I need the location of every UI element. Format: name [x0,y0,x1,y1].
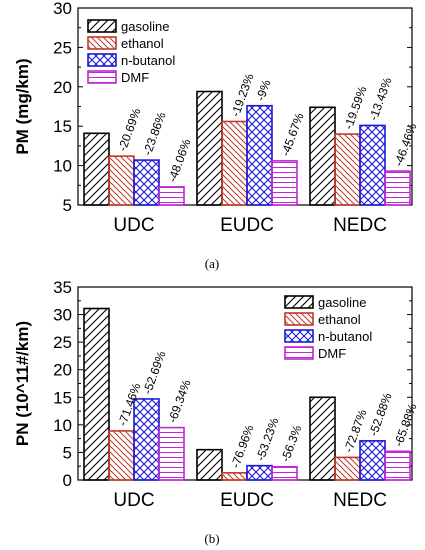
bar-n-butanol-EUDC [246,104,273,206]
x-tick-label: NEDC [333,490,387,511]
data-label-DMF-EUDC: -45.67% [278,111,307,158]
y-tick-label: 35 [53,278,72,297]
x-tick-label: EUDC [220,490,274,511]
bar-n-butanol-NEDC [359,440,386,481]
data-label-ethanol-UDC: -20.69% [115,106,144,153]
chart-a-bars [83,90,411,206]
bar-gasoline-UDC [83,307,110,481]
x-tick-label: NEDC [333,215,387,236]
data-label-n-butanol-EUDC: -53.23% [253,416,282,463]
chart-b-bars [83,307,411,481]
legend-swatch-DMF [87,70,117,84]
bar-DMF-NEDC [384,170,411,206]
y-tick-label: 5 [63,196,72,215]
legend-swatch-gasoline [284,295,314,309]
y-tick-label: 15 [53,388,72,407]
y-tick-label: 30 [53,0,72,18]
bar-DMF-UDC [158,426,185,481]
legend-label-gasoline: gasoline [318,295,366,310]
data-label-DMF-UDC: -48.06% [165,137,194,184]
data-label-ethanol-NEDC: -19.59% [341,84,370,131]
data-label-n-butanol-NEDC: -52.88% [366,391,395,438]
bar-n-butanol-UDC [133,159,160,206]
bar-n-butanol-UDC [133,398,160,481]
x-tick-label: UDC [113,215,154,236]
bar-gasoline-EUDC [196,90,223,206]
legend-swatch-n-butanol [87,53,117,67]
data-label-DMF-NEDC: -65.88% [391,401,420,448]
y-axis-label: PM (mg/km) [13,58,32,154]
data-label-DMF-UDC: -69.34% [165,378,194,425]
data-label-n-butanol-EUDC: -9% [253,78,274,103]
y-tick-label: 15 [53,117,72,136]
bar-DMF-NEDC [384,450,411,481]
y-tick-label: 25 [53,333,72,352]
data-label-n-butanol-UDC: -52.69% [140,349,169,396]
data-label-n-butanol-NEDC: -13.43% [366,75,395,122]
legend-swatch-ethanol [87,36,117,50]
bar-DMF-UDC [158,186,185,206]
data-label-DMF-NEDC: -46.46% [391,121,420,168]
bar-ethanol-EUDC [221,120,248,206]
bar-ethanol-NEDC [334,133,361,206]
legend-label-n-butanol: n-butanol [121,53,175,68]
y-tick-label: 25 [53,38,72,57]
bar-gasoline-UDC [83,132,110,206]
bar-ethanol-UDC [108,155,135,206]
bar-ethanol-UDC [108,430,135,481]
data-label-ethanol-EUDC: -76.96% [228,423,257,470]
data-label-n-butanol-UDC: -23.86% [140,110,169,157]
y-tick-label: 20 [53,361,72,380]
legend-swatch-ethanol [284,312,314,326]
legend-label-ethanol: ethanol [121,36,164,51]
chart-panel-a: 5 10 15 20 25 30 PM (mg/km) UDC EUDC NEDC -20.69%… [13,0,420,236]
data-label-DMF-EUDC: -56.3% [278,423,304,464]
y-tick-label: 30 [53,306,72,325]
bar-gasoline-EUDC [196,448,223,481]
bar-n-butanol-EUDC [246,464,273,481]
legend-swatch-gasoline [87,19,117,33]
legend-label-DMF: DMF [318,346,346,361]
bar-gasoline-NEDC [309,396,336,481]
y-axis-label: PN (10^11#/km) [13,321,32,446]
bar-DMF-EUDC [271,465,298,481]
x-tick-label: EUDC [220,215,274,236]
panel-caption-b: (b) [204,531,219,546]
y-tick-label: 10 [53,416,72,435]
panel-caption-a: (a) [205,256,219,271]
legend-label-ethanol: ethanol [318,312,361,327]
chart-b-legend: gasoline ethanol n-butanol DMF [284,295,372,361]
x-tick-label: UDC [113,490,154,511]
y-tick-label: 0 [63,471,72,490]
legend-swatch-n-butanol [284,329,314,343]
legend-label-n-butanol: n-butanol [318,329,372,344]
bar-DMF-EUDC [271,160,298,206]
bar-n-butanol-NEDC [359,124,386,206]
bar-ethanol-NEDC [334,456,361,481]
y-tick-label: 20 [53,78,72,97]
y-tick-label: 5 [63,443,72,462]
bar-gasoline-NEDC [309,106,336,206]
bar-ethanol-EUDC [221,472,248,481]
legend-label-gasoline: gasoline [121,19,169,34]
legend-swatch-DMF [284,346,314,360]
y-tick-label: 10 [53,157,72,176]
chart-a-axes: 5 10 15 20 25 30 PM (mg/km) UDC EUDC NEDC [13,0,413,236]
legend-label-DMF: DMF [121,70,149,85]
chart-a-legend: gasoline ethanol n-butanol DMF [87,19,175,85]
